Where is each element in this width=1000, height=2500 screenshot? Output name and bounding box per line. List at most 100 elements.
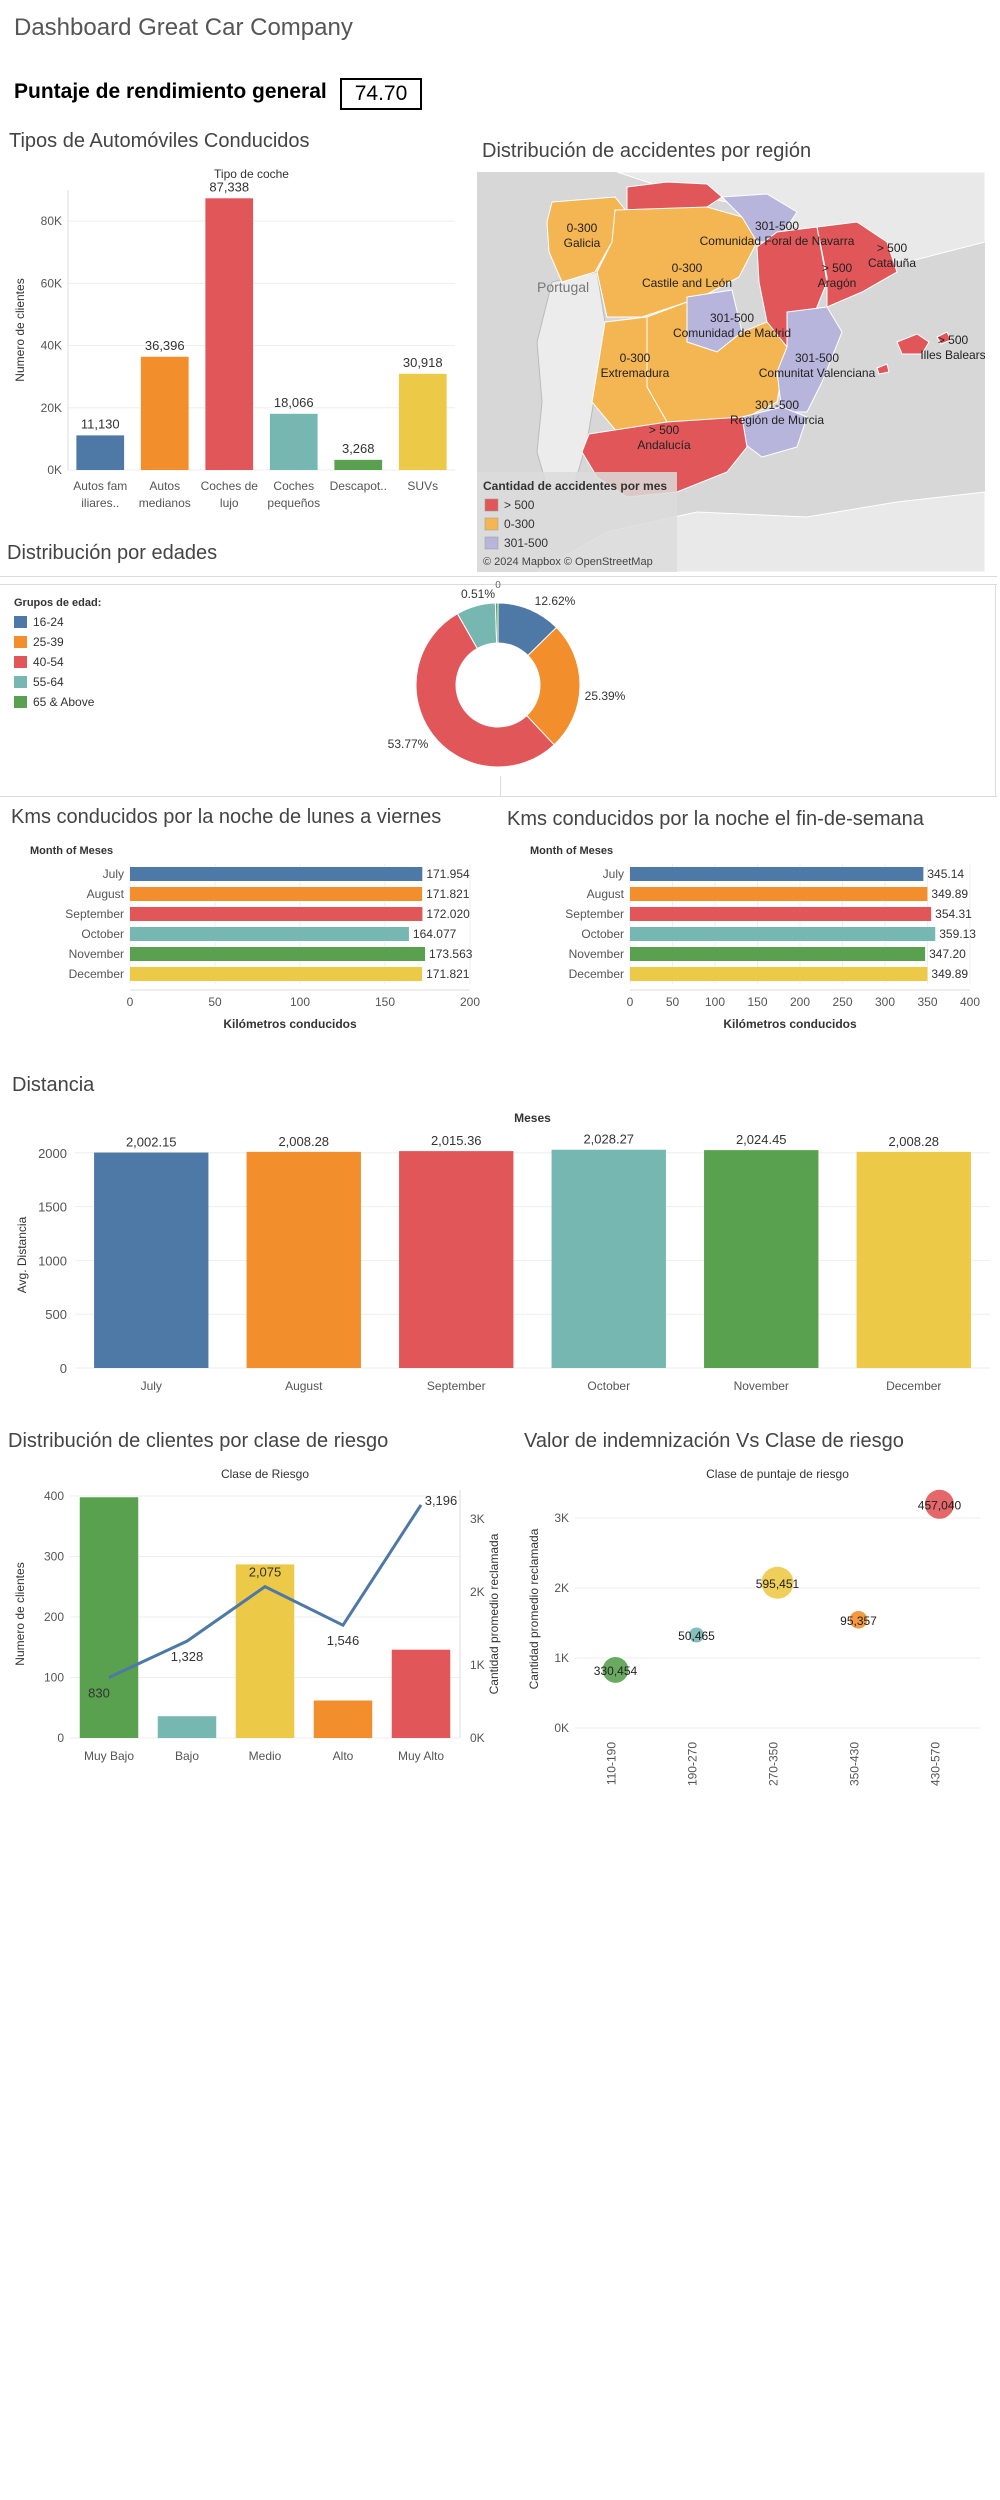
- region-name: Extremadura: [601, 366, 670, 380]
- x-tick-label: September: [427, 1379, 486, 1393]
- bar: [630, 947, 926, 961]
- x-tick-label: 100: [290, 995, 310, 1009]
- legend-item: 40-54: [33, 655, 64, 669]
- point: [761, 1566, 794, 1599]
- y-tick-label: December: [569, 967, 624, 981]
- bar: [130, 907, 423, 921]
- car-types-title: Tipos de Automóviles Conducidos: [9, 130, 310, 152]
- legend-title: Grupos de edad:: [14, 597, 101, 609]
- x-axis-title: Kilómetros conducidos: [223, 1017, 357, 1031]
- region-value: 301-500: [795, 351, 839, 365]
- claim-scatter-title: Valor de indemnización Vs Clase de riesg…: [524, 1430, 904, 1452]
- bar: [269, 413, 318, 470]
- x-tick-label: 50: [208, 995, 222, 1009]
- bar: [140, 356, 189, 470]
- region-value: > 500: [649, 423, 680, 437]
- region-name: Andalucía: [637, 438, 691, 452]
- y-tick-label: July: [103, 867, 124, 881]
- y-tick-label: July: [603, 867, 624, 881]
- data-label: 2,015.36: [431, 1133, 482, 1148]
- donut-slice: [526, 626, 581, 746]
- y-tick-label: 80K: [41, 214, 62, 228]
- legend-swatch: [14, 656, 27, 668]
- x-tick-label: Medio: [249, 1749, 282, 1763]
- y-tick-label: October: [81, 927, 124, 941]
- km-weekday-title: Kms conducidos por la noche de lunes a v…: [11, 806, 442, 828]
- score-label: Puntaje de rendimiento general: [14, 80, 327, 103]
- x-axis-title: Clase de puntaje de riesgo: [706, 1467, 849, 1481]
- region-galicia[interactable]: [546, 196, 628, 283]
- x-tick-label: medianos: [139, 496, 191, 510]
- x-tick-label: Autos fam: [73, 479, 127, 493]
- y-tick-label: October: [581, 927, 624, 941]
- data-label: 95,357: [840, 1614, 877, 1628]
- region-name: Galicia: [564, 236, 601, 250]
- x-tick-label: 150: [375, 995, 395, 1009]
- region-cataluna[interactable]: [816, 221, 898, 308]
- point: [924, 1489, 955, 1519]
- data-label: 359.13: [939, 927, 976, 941]
- data-label: 30,918: [403, 355, 443, 370]
- accident-map[interactable]: 0-300 Galicia 301-500 Comunidad Foral de Na…: [477, 172, 985, 572]
- region-value: > 500: [822, 261, 853, 275]
- region-name: Aragón: [818, 276, 857, 290]
- data-label: 2,008.28: [278, 1134, 329, 1149]
- map-attribution: © 2024 Mapbox © OpenStreetMap: [483, 556, 653, 568]
- bar: [130, 927, 409, 941]
- region-value: 0-300: [620, 351, 651, 365]
- data-label: 830: [88, 1685, 110, 1700]
- y-tick-label: 40K: [41, 339, 62, 353]
- x-tick-label: Descapot..: [330, 479, 387, 493]
- region-baleares-east[interactable]: [936, 331, 952, 345]
- x-tick-label: 0: [127, 995, 134, 1009]
- region-value: > 500: [938, 333, 969, 347]
- data-label: 2,075: [249, 1565, 282, 1580]
- region-valenciana[interactable]: [776, 306, 843, 413]
- region-baleares[interactable]: [896, 333, 930, 355]
- x-tick-label: August: [285, 1379, 323, 1393]
- data-label: 36,396: [145, 338, 185, 353]
- y-axis-title: Numero de clientes: [13, 1562, 27, 1665]
- y-tick-label: 1K: [554, 1651, 569, 1665]
- data-label: 2,024.45: [736, 1132, 787, 1147]
- y-tick-label: September: [565, 907, 624, 921]
- data-label: 53.77%: [388, 737, 429, 751]
- data-label: 18,066: [274, 395, 314, 410]
- legend-swatch: [14, 676, 27, 688]
- legend-item: 55-64: [33, 675, 64, 689]
- y-tick-label: 1000: [38, 1253, 67, 1268]
- data-label: 25.39%: [585, 689, 626, 703]
- x-tick-label: 430-570: [929, 1742, 943, 1786]
- y2-tick-label: 1K: [470, 1658, 485, 1672]
- data-label: 347.20: [929, 947, 966, 961]
- x-tick-label: July: [141, 1379, 162, 1393]
- x-tick-label: 350: [917, 995, 937, 1009]
- km-weekend-chart: Month of Meses 0 50 100 150 200 250 300 350 400 Ju…: [530, 845, 980, 1031]
- region-name: Comunitat Valenciana: [759, 366, 876, 380]
- axis-label: 0: [495, 580, 501, 591]
- legend-swatch: [14, 636, 27, 648]
- x-tick-label: 350-430: [848, 1742, 862, 1786]
- bar: [130, 967, 423, 981]
- map-legend-item: 0-300: [504, 517, 535, 531]
- x-tick-label: 100: [705, 995, 725, 1009]
- y-tick-label: November: [569, 947, 624, 961]
- region-value: 301-500: [755, 219, 799, 233]
- bar: [94, 1152, 209, 1368]
- data-label: 1,546: [327, 1633, 360, 1648]
- bar: [398, 373, 447, 470]
- y-axis-title: Month of Meses: [30, 845, 113, 857]
- y-tick-label: 300: [44, 1550, 64, 1564]
- bar: [551, 1149, 666, 1368]
- y-tick-label: 20K: [41, 401, 62, 415]
- point: [849, 1610, 868, 1629]
- data-label: 330,454: [594, 1664, 638, 1678]
- x-tick-label: 250: [832, 995, 852, 1009]
- bar: [856, 1151, 971, 1368]
- x-tick-label: 110-190: [605, 1742, 619, 1785]
- divider: [0, 796, 997, 797]
- bar: [157, 1716, 217, 1738]
- y-tick-label: 0K: [554, 1721, 569, 1735]
- region-baleares-small[interactable]: [876, 363, 890, 375]
- region-name: Illes Balears: [920, 348, 985, 362]
